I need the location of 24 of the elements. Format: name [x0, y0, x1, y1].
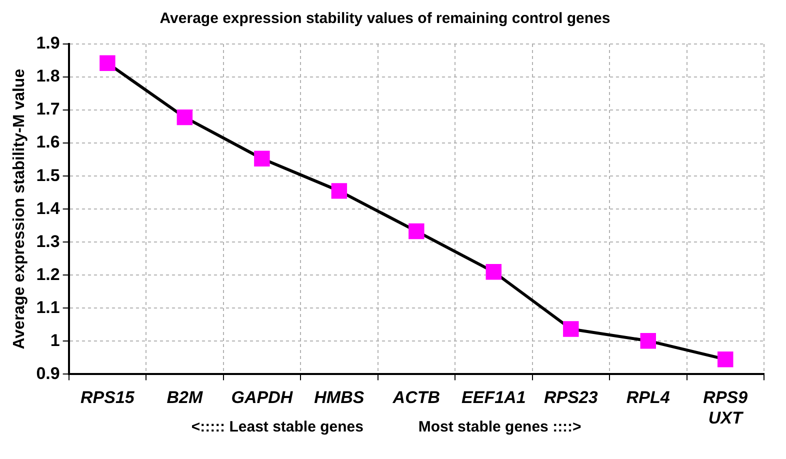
- x-tick-label: RPS23: [544, 388, 598, 408]
- y-tick-label: 1.2: [36, 264, 60, 284]
- text: <::::: Least stable genes: [191, 418, 364, 436]
- y-tick-label: 1.7: [36, 100, 60, 119]
- y-tick-label: 1.4: [36, 198, 60, 218]
- text: Most stable genes ::::>: [418, 418, 582, 436]
- chart-title: Average expression stability values of remaining control genes: [160, 10, 610, 28]
- y-tick-label: 1.5: [36, 166, 60, 185]
- x-tick-label: EEF1A1: [462, 388, 526, 408]
- x-tick-label: HMBS: [314, 388, 365, 408]
- x-tick-label: RPS15: [80, 388, 135, 408]
- x-tick-label: RPS9 UXT: [703, 388, 748, 428]
- y-tick-label: 1.3: [36, 232, 60, 251]
- y-tick-label: 1.8: [36, 66, 60, 86]
- y-axis-title: Average expression stability-M value: [11, 68, 28, 350]
- x-tick-label: GAPDH: [231, 388, 294, 408]
- y-tick-label: 1: [50, 330, 60, 350]
- y-tick-label: 0.9: [36, 364, 60, 383]
- x-tick-label: B2M: [166, 388, 204, 408]
- y-tick-label: 1.6: [36, 132, 60, 152]
- x-tick-label: RPL4: [626, 388, 670, 408]
- x-tick-label: ACTB: [392, 388, 440, 408]
- y-tick-label: 1.1: [36, 298, 60, 317]
- y-tick-label: 1.9: [36, 34, 60, 53]
